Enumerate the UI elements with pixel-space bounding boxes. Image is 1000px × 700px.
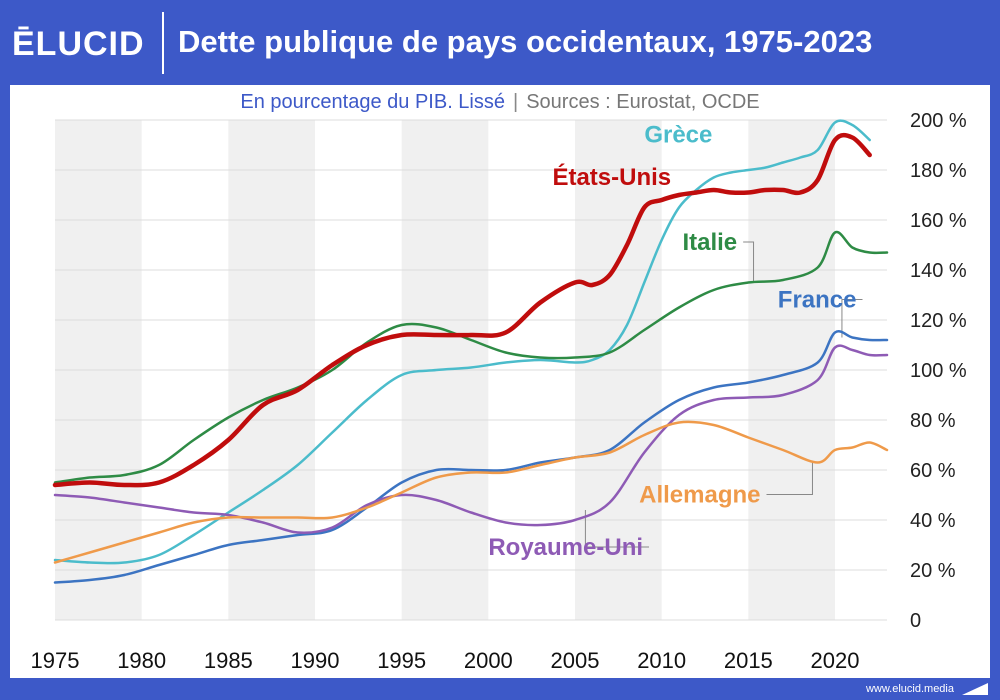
x-tick-label: 1975 [31,648,80,673]
line-chart: Grèce États-Unis Italie France Royaume-Uni Al… [31,110,967,673]
y-axis: 0 20 % 40 % 60 % 80 % 100 % 120 % 140 % 160 % 180… [910,110,967,632]
x-tick-label: 2015 [724,648,773,673]
y-tick-label: 20 % [910,560,956,582]
leader-line [766,462,813,495]
y-tick-label: 120 % [910,310,967,332]
y-tick-label: 160 % [910,210,967,232]
y-tick-label: 140 % [910,260,967,282]
series-label-grece: Grèce [644,122,712,149]
y-tick-label: 180 % [910,160,967,182]
leader-line [743,241,755,283]
gridlines [55,119,887,621]
subtitle-sources: Sources : Eurostat, OCDE [526,91,760,113]
footer-url[interactable]: www.elucid.media [865,683,954,695]
label-leader-lines [584,241,863,548]
x-tick-label: 1990 [291,648,340,673]
chart-panel: Grèce États-Unis Italie France Royaume-Uni Al… [10,85,990,678]
series-label-italie: Italie [682,229,737,256]
header-divider [162,12,164,74]
series-label-france: France [778,287,857,314]
series-labels: Grèce États-Unis Italie France Royaume-Uni Al… [488,122,856,562]
x-tick-label: 2010 [637,648,686,673]
y-tick-label: 60 % [910,460,956,482]
x-tick-label: 2000 [464,648,513,673]
x-tick-label: 2005 [551,648,600,673]
series-lines [52,119,889,584]
series-line-royaume-uni [53,344,889,534]
series-line-italie [53,230,889,484]
series-label-etats-unis: États-Unis [552,163,671,191]
elucid-logo[interactable]: ĒLUCID [12,20,152,65]
series-label-royaume-uni: Royaume-Uni [488,534,643,561]
subtitle-separator: | [513,91,519,113]
series-line-grece [53,119,871,565]
y-tick-label: 40 % [910,510,956,532]
series-line-etats-unis [52,132,872,488]
x-tick-label: 1985 [204,648,253,673]
chart-subtitle: En pourcentage du PIB. Lissé | Sources : E… [10,90,990,114]
leader-line [841,299,863,338]
leader-line [584,510,650,548]
y-tick-label: 80 % [910,410,956,432]
subtitle-unit: En pourcentage du PIB. Lissé [240,91,505,113]
series-line-allemagne [53,420,889,564]
y-tick-label: 200 % [910,110,967,132]
x-tick-label: 2020 [811,648,860,673]
series-line-france [53,330,889,584]
y-tick-label: 0 [910,610,921,632]
x-axis: 1975 1980 1985 1990 1995 2000 2005 2010 2015 2020 [31,648,860,673]
elucid-mark-icon [962,683,988,695]
footer: www.elucid.media [0,678,1000,700]
x-tick-label: 1995 [377,648,426,673]
logo-text: ĒLUCID [12,25,145,63]
header: ĒLUCID Dette publique de pays occidentau… [0,0,1000,85]
page-title: Dette publique de pays occidentaux, 1975… [178,24,873,59]
y-tick-label: 100 % [910,360,967,382]
series-label-allemagne: Allemagne [639,482,760,509]
x-tick-label: 1980 [117,648,166,673]
